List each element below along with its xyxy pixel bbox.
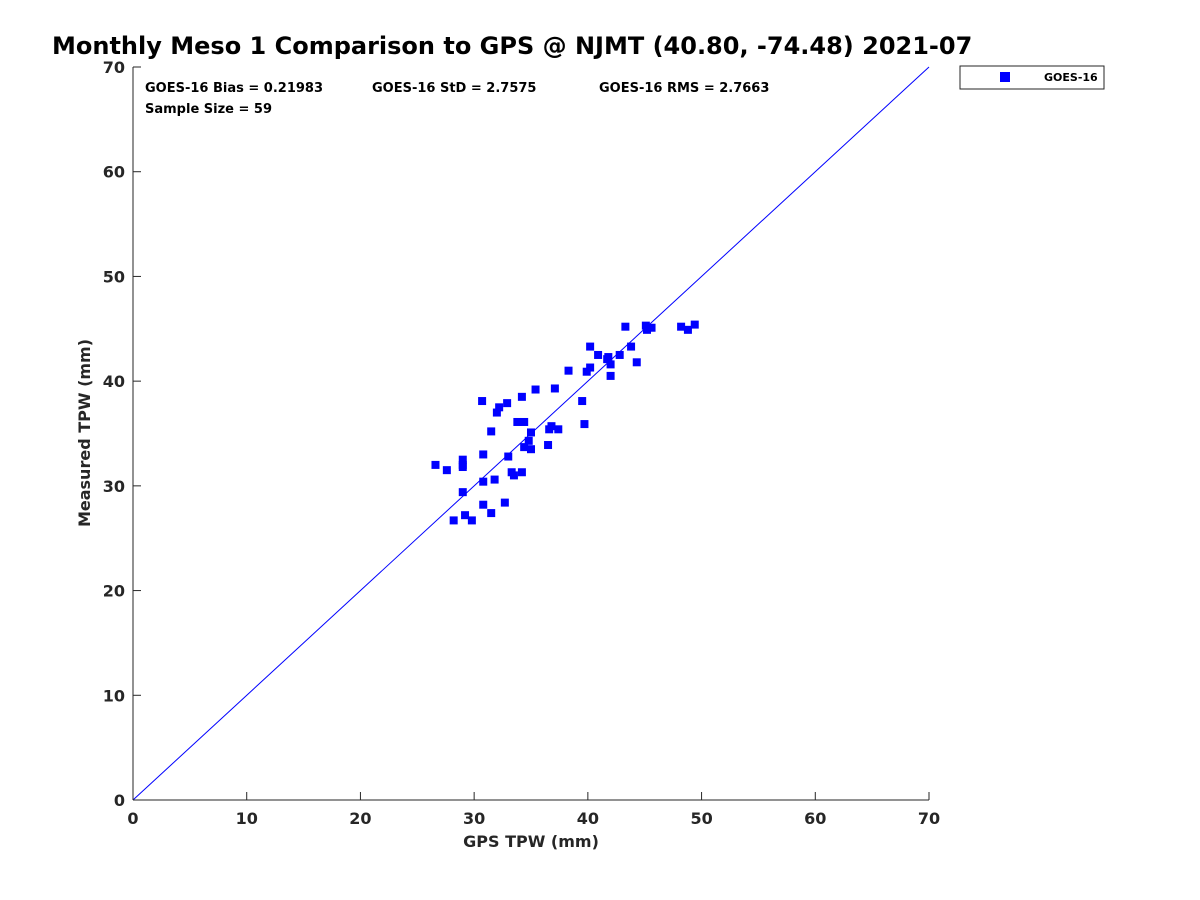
x-tick-label: 70 bbox=[918, 809, 940, 828]
data-point bbox=[550, 384, 559, 393]
data-point bbox=[690, 320, 699, 329]
y-tick-label: 10 bbox=[103, 686, 125, 705]
data-point bbox=[586, 363, 595, 372]
data-point bbox=[509, 471, 518, 480]
data-point bbox=[478, 397, 487, 406]
data-point bbox=[520, 417, 529, 426]
data-point bbox=[642, 324, 651, 333]
data-point bbox=[504, 452, 513, 461]
data-point bbox=[517, 468, 526, 477]
x-tick-label: 40 bbox=[577, 809, 599, 828]
data-point bbox=[513, 417, 522, 426]
data-point bbox=[524, 436, 533, 445]
data-point bbox=[606, 371, 615, 380]
y-axis-label: Measured TPW (mm) bbox=[75, 339, 94, 527]
legend: GOES-16 bbox=[959, 65, 1105, 90]
data-point bbox=[582, 367, 591, 376]
data-point bbox=[458, 488, 467, 497]
x-tick-label: 60 bbox=[804, 809, 826, 828]
data-point bbox=[458, 455, 467, 464]
legend-box bbox=[959, 65, 1105, 90]
data-point bbox=[683, 325, 692, 334]
data-point bbox=[564, 366, 573, 375]
stats-annotations: GOES-16 Bias = 0.21983 GOES-16 StD = 2.7… bbox=[145, 81, 769, 117]
data-point bbox=[442, 466, 451, 475]
data-point bbox=[604, 353, 613, 362]
std-stat: GOES-16 StD = 2.7575 bbox=[372, 81, 536, 96]
data-point bbox=[500, 498, 509, 507]
data-point bbox=[594, 350, 603, 359]
data-point bbox=[615, 350, 624, 359]
data-point bbox=[578, 397, 587, 406]
data-point bbox=[495, 403, 504, 412]
x-tick-label: 20 bbox=[349, 809, 371, 828]
data-point bbox=[554, 425, 563, 434]
data-point bbox=[487, 427, 496, 436]
data-point bbox=[647, 323, 656, 332]
data-point bbox=[503, 399, 512, 408]
axes-layer: 0 10 20 30 40 50 60 70 0 10 20 30 40 50 60 70 bbox=[103, 58, 940, 828]
data-point bbox=[461, 511, 470, 520]
legend-label-goes16: GOES-16 bbox=[1044, 71, 1098, 84]
data-point bbox=[527, 445, 535, 454]
y-tick-label: 50 bbox=[103, 267, 125, 286]
rms-stat: GOES-16 RMS = 2.7663 bbox=[599, 81, 769, 96]
data-point bbox=[492, 408, 501, 417]
data-point bbox=[449, 516, 458, 525]
chart-title: Monthly Meso 1 Comparison to GPS @ NJMT … bbox=[52, 32, 972, 60]
x-tick-label: 0 bbox=[127, 809, 138, 828]
data-point bbox=[431, 460, 440, 469]
data-point bbox=[627, 342, 636, 351]
data-point bbox=[458, 463, 467, 472]
data-point bbox=[586, 342, 595, 351]
x-tick-label: 10 bbox=[236, 809, 258, 828]
data-point bbox=[479, 477, 488, 486]
y-tick-label: 0 bbox=[114, 791, 125, 810]
data-point bbox=[479, 500, 488, 509]
y-tick-label: 70 bbox=[103, 58, 125, 77]
plot-area: 0 10 20 30 40 50 60 70 0 10 20 30 40 50 60 70 bbox=[103, 58, 940, 828]
data-point bbox=[547, 422, 556, 431]
y-tick-label: 30 bbox=[103, 477, 125, 496]
data-point bbox=[527, 428, 535, 437]
data-point bbox=[621, 322, 630, 331]
y-tick-label: 40 bbox=[103, 372, 125, 391]
data-point bbox=[517, 392, 526, 401]
data-point bbox=[479, 450, 488, 459]
y-tick-label: 60 bbox=[103, 163, 125, 182]
data-point bbox=[544, 441, 553, 450]
sample-size-stat: Sample Size = 59 bbox=[145, 102, 272, 117]
data-point bbox=[520, 443, 529, 452]
data-point bbox=[632, 358, 641, 367]
data-point bbox=[580, 420, 589, 429]
x-tick-label: 30 bbox=[463, 809, 485, 828]
x-axis-label: GPS TPW (mm) bbox=[463, 832, 599, 851]
x-tick-label: 50 bbox=[690, 809, 712, 828]
bias-stat: GOES-16 Bias = 0.21983 bbox=[145, 81, 323, 96]
y-tick-label: 20 bbox=[103, 582, 125, 601]
data-points-layer bbox=[431, 320, 699, 525]
data-point bbox=[606, 360, 615, 369]
data-point bbox=[487, 509, 496, 518]
legend-marker-goes16 bbox=[1000, 72, 1010, 82]
data-point bbox=[677, 322, 686, 331]
data-point bbox=[490, 475, 499, 484]
data-point bbox=[467, 516, 476, 525]
data-point bbox=[531, 385, 540, 394]
